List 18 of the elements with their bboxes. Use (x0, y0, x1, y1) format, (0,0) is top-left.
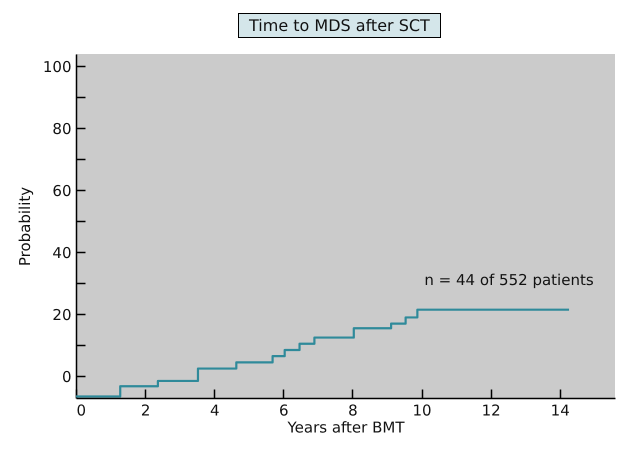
x-tick-label: 4 (210, 402, 220, 420)
y-tick-label: 40 (52, 244, 72, 262)
x-tick-label: 10 (412, 402, 432, 420)
annotation: n = 44 of 552 patients (424, 271, 594, 289)
x-tick-label: 12 (482, 402, 501, 420)
y-tick-label: 80 (52, 120, 72, 138)
x-axis-title: Years after BMT (286, 418, 406, 436)
chart-title: Time to MDS after SCT (238, 13, 441, 38)
x-tick-label: 6 (279, 402, 289, 420)
y-tick-label: 100 (42, 58, 72, 76)
x-tick-label: 2 (140, 402, 150, 420)
y-tick-label: 0 (62, 368, 72, 386)
y-tick-label: 20 (52, 306, 72, 324)
y-tick-label: 60 (52, 182, 72, 200)
x-tick-label: 0 (76, 402, 86, 420)
x-tick-label: 8 (348, 402, 358, 420)
y-axis-title: Probability (16, 186, 34, 266)
x-tick-label: 14 (550, 402, 570, 420)
